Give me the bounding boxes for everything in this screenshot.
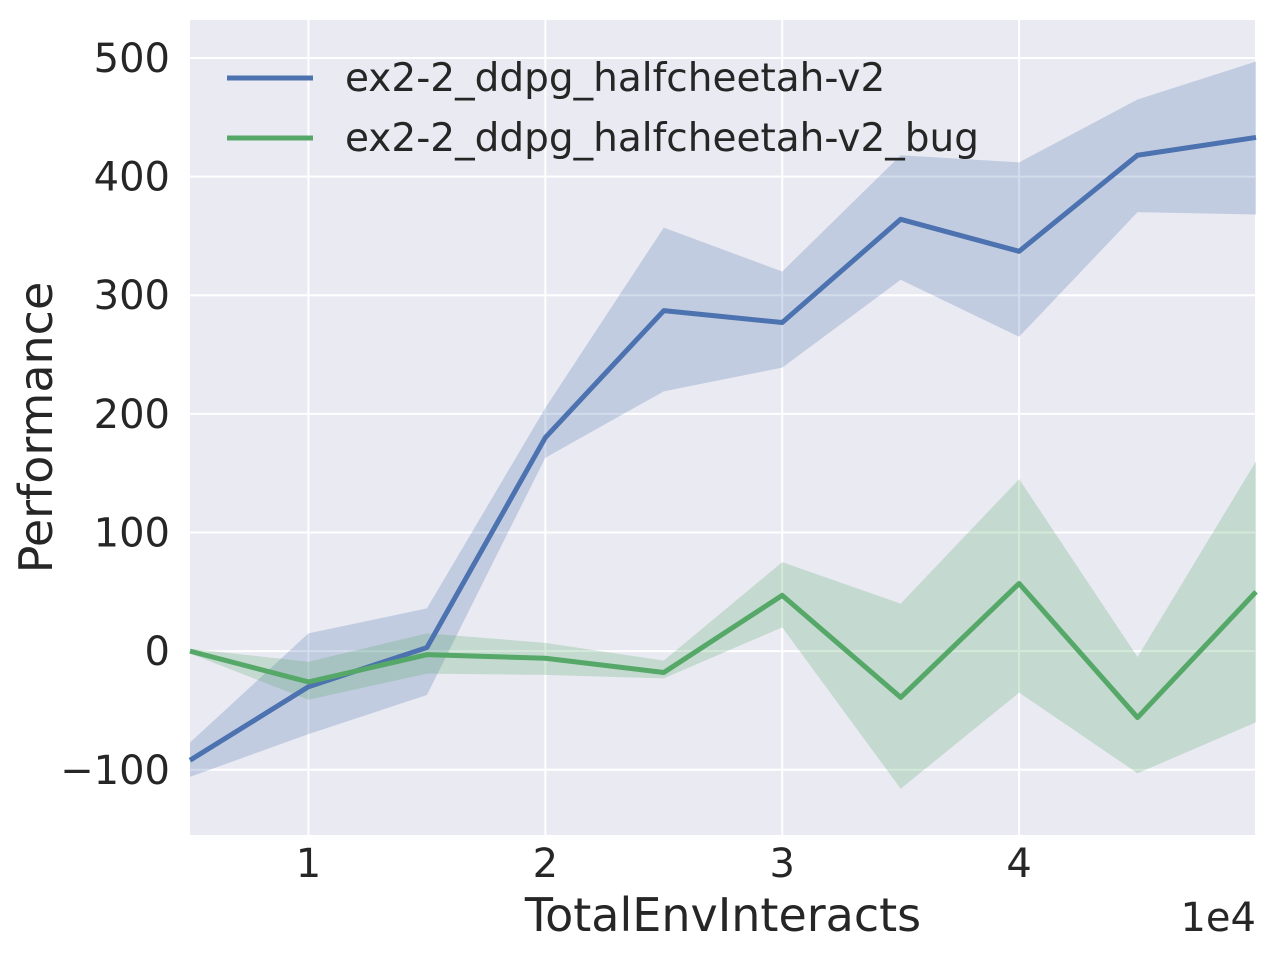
- x-tick-label: 4: [1006, 841, 1031, 887]
- y-tick-label: 400: [94, 155, 170, 201]
- x-tick-label: 3: [769, 841, 794, 887]
- y-axis-label: Performance: [9, 282, 63, 574]
- series-1-band: [190, 461, 1256, 789]
- legend: ex2-2_ddpg_halfcheetah-v2 ex2-2_ddpg_half…: [227, 56, 979, 161]
- y-tick-label: 500: [94, 36, 170, 82]
- plot-background: [190, 20, 1256, 835]
- y-tick-label: 200: [94, 392, 170, 438]
- y-tick-label: −100: [60, 748, 170, 794]
- x-axis-label: TotalEnvInteracts: [524, 888, 921, 942]
- legend-label: ex2-2_ddpg_halfcheetah-v2: [345, 56, 885, 101]
- legend-label: ex2-2_ddpg_halfcheetah-v2_bug: [345, 116, 979, 161]
- x-axis-offset-label: 1e4: [1180, 895, 1256, 941]
- y-tick-label: 100: [94, 510, 170, 556]
- y-tick-label: 300: [94, 273, 170, 319]
- y-tick-label: 0: [145, 629, 170, 675]
- x-tick-label: 1: [296, 841, 321, 887]
- series-1-line: [189, 581, 1258, 721]
- x-tick-label: 2: [533, 841, 558, 887]
